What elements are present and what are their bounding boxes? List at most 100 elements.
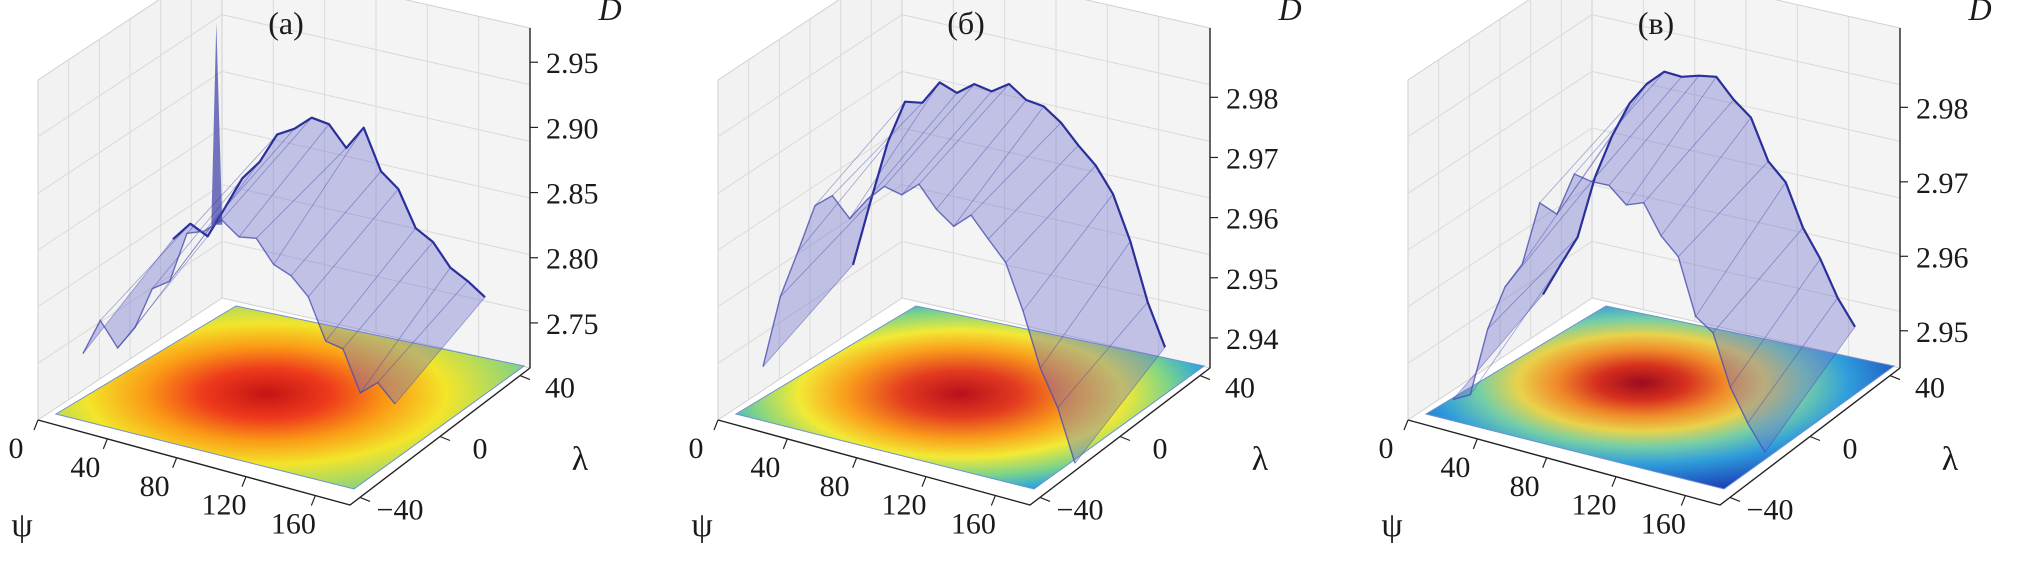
z-tick-label: 2.90 (546, 112, 599, 145)
x-tick-label: 80 (820, 470, 850, 503)
z-axis-label: D (1967, 0, 1991, 27)
x-tick-mark (921, 476, 927, 487)
panel-title: (б) (947, 5, 985, 41)
surface-mesh-line (117, 236, 208, 349)
x-tick-mark (33, 419, 39, 431)
x-tick-label: 120 (202, 489, 247, 522)
surface (82, 22, 486, 405)
surface-mesh-line (814, 101, 906, 206)
surface-ridge (172, 116, 486, 299)
surface-mesh-line (1470, 264, 1561, 395)
x-tick-mark (990, 495, 996, 506)
surface-mesh-line (1504, 176, 1596, 288)
surface-mesh-line (1695, 182, 1786, 317)
surface-mesh-line (849, 82, 941, 219)
surface-mesh-line (884, 83, 975, 187)
y-tick-mark (359, 496, 371, 502)
surface-mesh-line (762, 264, 854, 367)
surface-mesh-line (377, 280, 468, 383)
surface-mesh-line (308, 188, 399, 298)
surface-mesh-line (1556, 83, 1648, 215)
surface-mesh-line (1608, 75, 1700, 186)
z-tick-label: 2.95 (546, 47, 599, 80)
base-edges (1407, 367, 1901, 506)
surface-mesh-line (970, 122, 1062, 216)
x-tick-label: 40 (70, 451, 100, 484)
y-axis-label: λ (1252, 441, 1269, 478)
surface-mesh-line (1452, 294, 1544, 400)
surface-mesh-line (866, 92, 958, 201)
x-tick-label: 160 (951, 508, 996, 541)
x-tick-mark (713, 419, 719, 431)
surface-mesh-line (1678, 161, 1769, 257)
grid-line (37, 14, 223, 138)
surface-mesh-line (256, 147, 347, 239)
y-axis-label: λ (572, 441, 589, 478)
x-tick-label: 40 (750, 451, 780, 484)
x-tick-mark (782, 438, 788, 450)
y-tick-label: 40 (1225, 372, 1255, 405)
surface-mesh-line (1005, 165, 1096, 263)
surface-mesh-line (1660, 117, 1752, 236)
surface-mesh-line (152, 178, 243, 289)
surface-mesh-line (1539, 102, 1630, 204)
surface-body (83, 117, 485, 404)
surface-mesh-line (1626, 76, 1717, 206)
x-tick-label: 160 (1641, 508, 1686, 541)
surface-mesh-line (325, 227, 416, 342)
surface-body (763, 82, 1165, 464)
surface-mesh-line (186, 134, 278, 234)
panel-3: 0 40 80 120 160 −40 0 40 2.95 2.96 2.97 2.98 ψ λ D (в) (1379, 0, 1992, 544)
z-tick-label: 2.94 (1226, 323, 1279, 356)
y-tick-label: −40 (377, 493, 424, 526)
surface-mesh-line (221, 117, 312, 221)
surface-mesh-line (901, 91, 992, 196)
surface-front-edge (1452, 173, 1766, 453)
surface-mesh-line (134, 207, 226, 328)
surface-mesh-line (1022, 193, 1114, 312)
x-tick-label: 160 (271, 508, 316, 541)
surface-ridge (851, 81, 1167, 348)
back-walls (37, 0, 531, 421)
surface-mesh-line (1574, 71, 1665, 175)
y-tick-mark (519, 375, 531, 381)
back-walls (1407, 0, 1901, 421)
surface-mesh-line (290, 171, 382, 276)
heatmap-projection (54, 305, 526, 490)
z-tick-label: 2.97 (1916, 167, 1969, 200)
z-tick-label: 2.95 (1226, 263, 1279, 296)
z-tick-label: 2.96 (1916, 241, 1969, 274)
z-tick-label: 2.97 (1226, 142, 1279, 175)
x-tick-mark (1680, 495, 1686, 506)
y-tick-label: 0 (1843, 433, 1858, 466)
y-tick-label: 0 (1153, 433, 1168, 466)
surface-mesh-line (953, 106, 1044, 227)
grid-line (1407, 14, 1593, 138)
y-tick-mark (1119, 435, 1131, 442)
panel-2: 0 40 80 120 160 −40 0 40 2.94 2.95 2.96 2.97 2.98 ψ λ D… (689, 0, 1302, 544)
panel-title: (а) (268, 5, 304, 41)
grid-line (1591, 14, 1901, 86)
x-tick-mark (310, 495, 316, 506)
surface (762, 81, 1167, 464)
surface-mesh-line (238, 123, 330, 238)
surface-mesh-line (1591, 76, 1682, 182)
x-tick-label: 0 (1379, 432, 1394, 465)
surface-mesh-line (1074, 346, 1166, 464)
x-tick-mark (1611, 476, 1617, 487)
z-axis-label: D (1277, 0, 1301, 27)
surface-mesh-line (1730, 258, 1821, 388)
grid-line (221, 14, 531, 86)
y-tick-label: 40 (1915, 372, 1945, 405)
surface-mesh-line (342, 241, 434, 350)
x-tick-mark (1542, 457, 1548, 469)
surface-mesh-line (82, 238, 174, 354)
surface-mesh-line (988, 145, 1079, 240)
surface-mesh-line (936, 99, 1027, 210)
surface-ridge (1542, 70, 1856, 328)
surface-mesh-line (273, 127, 365, 265)
z-tick-label: 2.98 (1916, 92, 1969, 125)
surface-mesh-line (394, 296, 486, 405)
x-tick-mark (1472, 438, 1478, 450)
surface-mesh-line (797, 142, 888, 253)
